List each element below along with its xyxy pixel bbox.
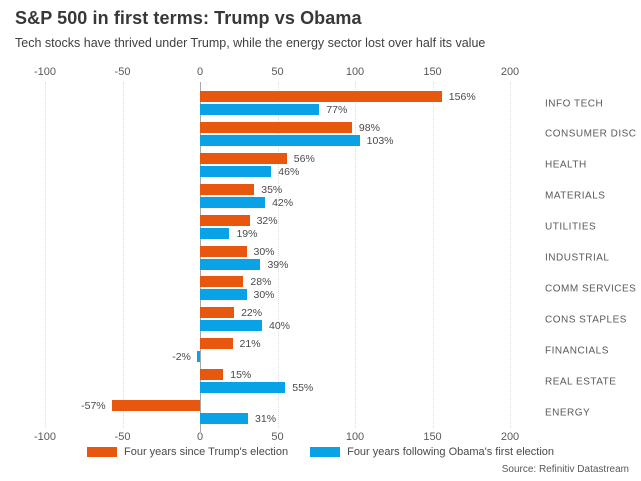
gridline (510, 82, 511, 428)
axis-label-top: 150 (423, 66, 442, 78)
axis-label-bottom: -100 (33, 431, 57, 443)
trump-bar (200, 91, 442, 102)
obama-bar (200, 320, 262, 332)
obama-bar (200, 134, 360, 146)
value-label: 46% (278, 165, 300, 178)
trump-bar (200, 214, 250, 226)
value-label: 28% (250, 276, 272, 289)
obama-bar (200, 413, 249, 424)
gridline (355, 82, 356, 428)
trump-bar (200, 245, 247, 257)
obama-bar (200, 258, 261, 270)
value-label: 22% (241, 307, 263, 320)
zero-axis-line (200, 82, 201, 432)
trump-bar (200, 121, 352, 133)
value-label: 156% (448, 91, 476, 103)
value-label: 98% (358, 121, 380, 134)
obama-bar (196, 351, 200, 363)
trump-series-swatch (86, 447, 117, 457)
obama-series-swatch (310, 447, 341, 457)
value-label: 32% (256, 214, 278, 227)
axis-label-bottom: 100 (345, 431, 365, 443)
value-label: 42% (272, 196, 294, 209)
value-label: 55% (292, 382, 314, 395)
sector-label: REAL ESTATE (545, 376, 617, 388)
value-label: -57% (81, 400, 106, 412)
trump-bar (200, 307, 235, 319)
axis-label-bottom: 200 (500, 431, 520, 443)
legend-item-trump: Four years since Trump's election (86, 446, 289, 458)
gridline (45, 82, 46, 428)
value-label: 77% (326, 104, 348, 116)
sector-label: HEALTH (545, 159, 587, 171)
trump-bar (111, 400, 200, 411)
sector-label: UTILITIES (545, 221, 597, 233)
chart-subtitle: Tech stocks have thrived under Trump, wh… (15, 36, 486, 50)
legend-label-obama: Four years following Obama's first elect… (347, 446, 554, 458)
value-label: 21% (239, 338, 261, 351)
sector-label: COMM SERVICES (545, 283, 637, 295)
trump-bar (200, 152, 287, 164)
gridline (122, 82, 124, 428)
axis-label-bottom: 0 (196, 431, 204, 443)
value-label: 31% (255, 413, 277, 425)
axis-label-top: 50 (271, 66, 284, 78)
value-label: 40% (269, 320, 291, 333)
obama-bar (200, 196, 266, 208)
axis-label-top: -100 (33, 66, 57, 78)
axis-label-bottom: 50 (271, 431, 284, 443)
sector-label: ENERGY (545, 407, 591, 418)
sector-label: INDUSTRIAL (545, 252, 610, 264)
axis-label-bottom: 150 (423, 431, 442, 443)
value-label: 35% (261, 183, 283, 196)
axis-label-bottom: -50 (114, 431, 131, 443)
sector-label: INFO TECH (545, 98, 604, 109)
trump-bar (200, 183, 255, 195)
trump-bar (200, 276, 244, 288)
legend-label-trump: Four years since Trump's election (123, 446, 289, 458)
sector-label: CONSUMER DISC (545, 128, 637, 140)
value-label: 19% (236, 227, 258, 240)
value-label: 103% (366, 134, 394, 147)
value-label: 30% (253, 289, 275, 302)
trump-bar (200, 338, 233, 350)
source-note: Source: Refinitiv Datastream (501, 464, 629, 475)
gridline (277, 82, 279, 428)
obama-bar (200, 382, 286, 394)
axis-label-top: -50 (114, 66, 131, 78)
chart-title: S&P 500 in first terms: Trump vs Obama (15, 8, 362, 28)
axis-label-top: 200 (500, 66, 520, 78)
value-label: 39% (267, 258, 289, 271)
legend-item-obama: Four years following Obama's first elect… (310, 446, 554, 458)
sector-label: FINANCIALS (545, 345, 609, 357)
value-label: 56% (293, 152, 315, 165)
value-label: -2% (172, 351, 191, 364)
obama-bar (200, 289, 247, 301)
sector-label: MATERIALS (545, 190, 606, 202)
trump-bar (200, 369, 224, 381)
obama-bar (200, 227, 230, 239)
obama-bar (200, 165, 272, 177)
value-label: 15% (230, 369, 252, 382)
axis-label-top: 100 (345, 66, 365, 78)
sector-label: CONS STAPLES (545, 314, 627, 326)
value-label: 30% (253, 245, 275, 258)
axis-label-top: 0 (196, 66, 204, 78)
legend: Four years since Trump's election Four y… (0, 446, 641, 458)
gridline (432, 82, 434, 428)
obama-bar (200, 104, 320, 115)
